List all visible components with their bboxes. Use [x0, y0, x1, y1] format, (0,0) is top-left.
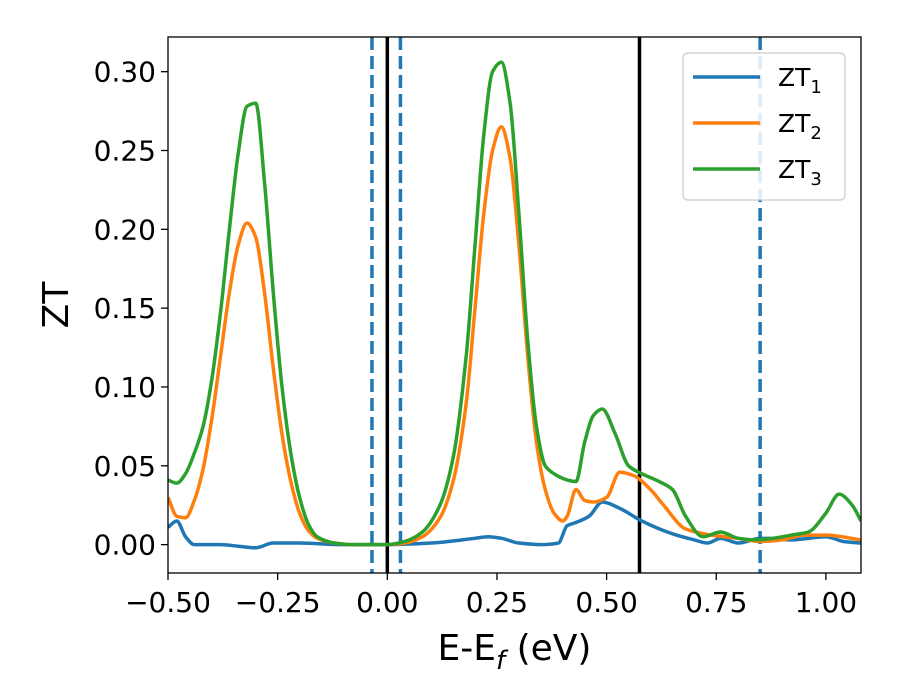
y-axis-label: ZT [36, 281, 77, 329]
x-tick-label: 0.00 [356, 586, 418, 619]
reference-lines [370, 37, 762, 573]
y-tick-label: 0.00 [94, 529, 156, 562]
y-tick-label: 0.05 [94, 450, 156, 483]
x-tick-label: −0.25 [235, 586, 321, 619]
series-lines [168, 60, 861, 550]
x-tick-label: −0.50 [125, 586, 211, 619]
series-line-zt3 [168, 60, 861, 547]
y-tick-label: 0.25 [94, 135, 156, 168]
x-tick-label: 1.00 [795, 586, 857, 619]
y-axis: 0.00 0.05 0.10 0.15 0.20 0.25 0.30 [94, 56, 168, 562]
plot-frame [167, 36, 862, 574]
x-tick-label: 0.25 [466, 586, 528, 619]
x-axis-label: E-Ef (eV) [438, 628, 592, 676]
y-tick-label: 0.10 [94, 371, 156, 404]
series-line-zt2 [168, 125, 861, 547]
x-axis: −0.50 −0.25 0.00 0.25 0.50 0.75 1.00 [125, 573, 857, 619]
y-tick-label: 0.15 [94, 292, 156, 325]
legend-box [682, 52, 846, 201]
x-tick-label: 0.50 [575, 586, 637, 619]
y-tick-label: 0.20 [94, 213, 156, 246]
x-tick-label: 0.75 [685, 586, 747, 619]
y-tick-label: 0.30 [94, 56, 156, 89]
